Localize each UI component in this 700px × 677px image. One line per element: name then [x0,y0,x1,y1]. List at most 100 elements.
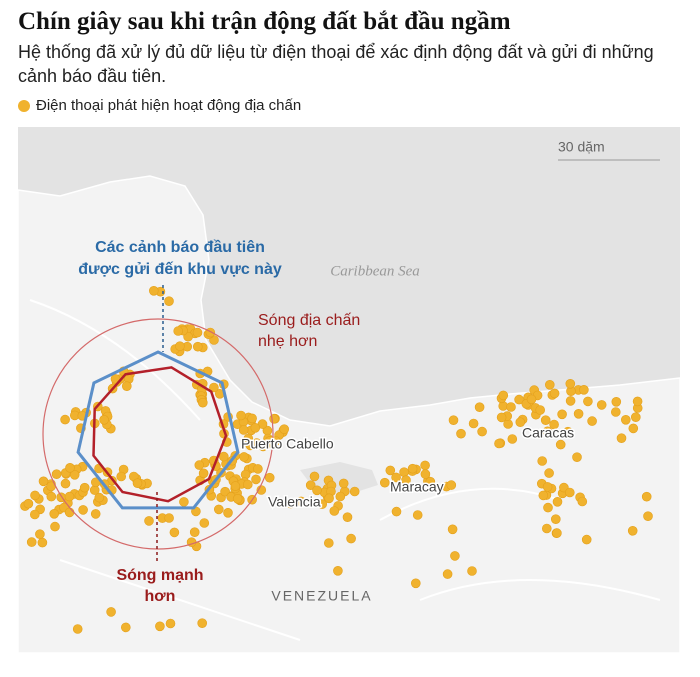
phone-dot [64,491,75,502]
phone-dot [507,434,518,444]
phone-dot [116,471,126,482]
phone-dot [549,388,560,399]
phone-dot [26,537,37,547]
phone-dot [565,378,576,389]
phone-dot [506,402,516,412]
phone-dot [596,400,607,410]
phone-dot [544,468,554,478]
phone-dot [420,469,431,479]
phone-dot [515,417,526,428]
phone-dot [219,451,229,462]
phone-dot [542,482,553,492]
phone-dot [342,512,353,523]
phone-dot [514,394,524,405]
phone-dot [555,439,566,450]
phone-dot [526,394,537,405]
phone-dot [121,622,131,633]
phone-dot [239,452,249,462]
phone-dot [51,469,62,480]
phone-dot [46,491,57,502]
phone-dot [37,537,48,548]
lake [300,462,378,494]
phone-dot [630,412,641,423]
phone-dot [238,425,249,435]
phone-dot [175,341,185,352]
phone-dot [305,480,316,491]
phone-dot [60,414,70,425]
phone-dot [232,493,243,504]
phone-dot [477,426,487,437]
phone-dot [401,475,411,486]
phone-dot [498,390,509,401]
phone-dot [391,506,402,517]
phone-dot [296,496,306,507]
phone-dot [379,477,390,488]
phone-dot [583,396,593,407]
phone-dot [35,529,45,540]
phone-dot [223,507,233,518]
phone-dot [385,465,396,476]
phone-dot [23,498,34,509]
annotation: hơn [145,588,176,605]
phone-dot [324,493,334,504]
phone-dot [72,624,83,634]
phone-dot [577,496,588,507]
place-label: Maracay [390,479,444,495]
phone-dot [628,423,639,434]
phone-dot [309,471,320,482]
phone-dot [189,527,200,538]
phone-dot [250,422,261,433]
phone-dot [49,508,60,519]
phone-dot [616,433,627,444]
phone-dot [540,415,551,426]
phone-dot [412,510,423,520]
phone-dot [64,507,75,518]
strong-wave [92,366,228,503]
phone-dot [407,463,418,474]
phone-dot [173,326,183,336]
phone-dot [230,481,241,491]
place-label: Valencia [268,494,321,510]
phone-dot [572,452,582,463]
annotation: Các cảnh báo đầu tiên [95,239,265,256]
phone-dot [420,460,430,471]
phone-dot [243,479,253,490]
phone-dot [194,460,205,470]
phone-dot [60,478,71,489]
phone-dot [197,618,207,629]
phone-dot [236,410,246,421]
phone-dot [253,464,263,474]
phone-dot [264,472,275,483]
phone-dot [99,414,109,425]
phone-dot [611,396,622,407]
sea-label: Caribbean Sea [330,263,420,279]
phone-dot [198,468,209,479]
phone-dot [349,486,360,497]
phone-dot [65,462,75,473]
annotation: được gửi đến khu vực này [78,261,282,278]
phone-dot [155,621,165,632]
phone-dot [391,472,401,483]
annotation: Sóng địa chấn [258,312,360,329]
phone-dot [149,285,159,296]
phone-dot [543,502,553,513]
title: Chín giây sau khi trận động đất bắt đầu … [18,8,511,35]
phone-dot [620,414,631,425]
annotation: nhẹ hơn [258,333,317,350]
phone-dot [446,480,457,490]
phone-dot [542,426,553,437]
phone-dot [641,491,652,502]
phone-dot [581,534,592,545]
phone-dot [94,492,105,503]
phone-dot [544,379,555,390]
phone-dot [144,516,154,526]
phone-dot [643,511,653,522]
alert-zone [76,350,240,510]
phone-dot [627,525,638,536]
land [17,175,681,654]
phone-dot [214,504,224,515]
phone-dot [448,415,459,426]
phone-dot [30,490,40,501]
